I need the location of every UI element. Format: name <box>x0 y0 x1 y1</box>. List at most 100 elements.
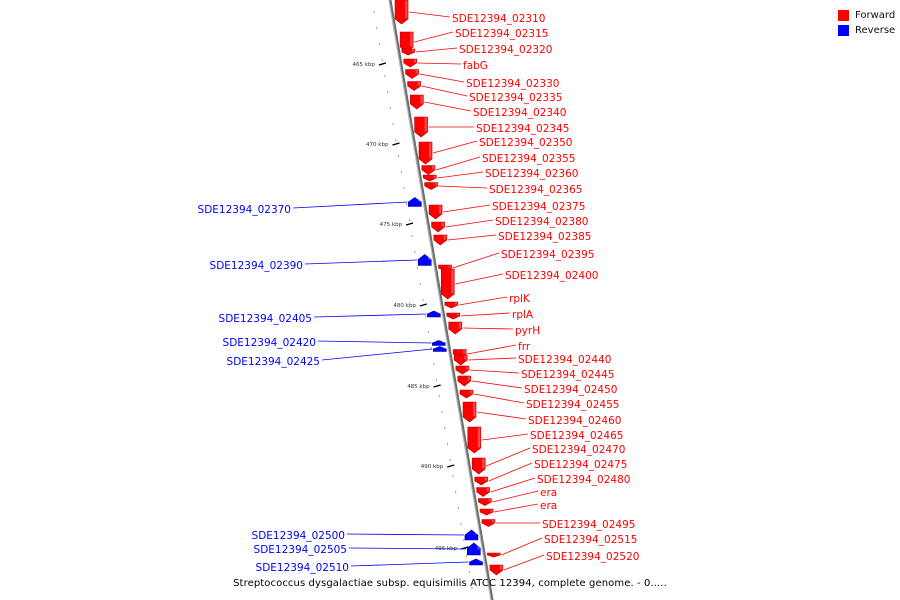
ruler-minor-tick <box>397 155 400 157</box>
gene-feature-forward[interactable] <box>444 301 459 309</box>
gene-feature-forward[interactable] <box>418 141 433 165</box>
gene-label[interactable]: SDE12394_02455 <box>526 399 619 411</box>
gene-label[interactable]: SDE12394_02330 <box>466 78 559 90</box>
gene-feature-forward[interactable] <box>478 498 492 506</box>
gene-label[interactable]: SDE12394_02475 <box>534 459 627 471</box>
gene-label[interactable]: SDE12394_02520 <box>546 551 639 563</box>
gene-feature-forward[interactable] <box>474 476 489 486</box>
ruler-minor-tick <box>436 379 438 381</box>
gene-label[interactable]: SDE12394_02365 <box>489 184 582 196</box>
gene-feature-forward[interactable] <box>394 0 409 25</box>
gene-leader-line <box>442 204 491 213</box>
gene-label[interactable]: SDE12394_02440 <box>518 354 611 366</box>
gene-arrow <box>424 182 438 190</box>
gene-feature-forward[interactable] <box>428 204 443 220</box>
gene-feature-forward[interactable] <box>455 365 470 375</box>
gene-label[interactable]: SDE12394_02310 <box>452 13 545 25</box>
gene-label[interactable]: SDE12394_02495 <box>542 519 635 531</box>
gene-label[interactable]: SDE12394_02450 <box>524 384 617 396</box>
gene-label[interactable]: SDE12394_02405 <box>219 313 312 325</box>
gene-label[interactable]: SDE12394_02345 <box>476 123 569 135</box>
gene-label[interactable]: SDE12394_02510 <box>256 562 349 574</box>
gene-feature-forward[interactable] <box>424 182 438 190</box>
gene-feature-reverse[interactable] <box>432 340 446 346</box>
gene-feature-forward[interactable] <box>467 426 482 454</box>
gene-feature-forward[interactable] <box>471 457 486 475</box>
gene-label[interactable]: SDE12394_02515 <box>544 534 637 546</box>
gene-feature-forward[interactable] <box>459 389 474 399</box>
gene-label[interactable]: SDE12394_02320 <box>459 44 552 56</box>
gene-feature-forward[interactable] <box>421 165 436 175</box>
gene-label[interactable]: SDE12394_02425 <box>227 356 320 368</box>
gene-feature-forward[interactable] <box>487 552 501 558</box>
gene-feature-forward[interactable] <box>414 116 428 138</box>
ruler-minor-tick <box>381 59 383 61</box>
gene-label[interactable]: SDE12394_02315 <box>455 28 548 40</box>
gene-label[interactable]: SDE12394_02480 <box>537 474 630 486</box>
gene-feature-forward[interactable] <box>431 221 445 233</box>
gene-feature-forward[interactable] <box>440 268 455 300</box>
gene-feature-forward[interactable] <box>405 69 419 79</box>
gene-label[interactable]: SDE12394_02470 <box>532 444 625 456</box>
gene-feature-forward[interactable] <box>407 81 421 91</box>
gene-label[interactable]: SDE12394_02335 <box>469 92 562 104</box>
gene-label[interactable]: pyrH <box>515 325 540 337</box>
gene-arrow <box>467 426 482 454</box>
gene-arrow-highlight <box>477 427 481 448</box>
gene-leader-line <box>455 273 504 285</box>
gene-feature-forward[interactable] <box>403 58 418 68</box>
gene-feature-reverse[interactable] <box>427 310 441 318</box>
gene-feature-forward[interactable] <box>433 234 448 246</box>
gene-label[interactable]: SDE12394_02445 <box>521 369 614 381</box>
gene-label[interactable]: SDE12394_02360 <box>485 168 578 180</box>
gene-arrow <box>444 301 459 309</box>
gene-label[interactable]: SDE12394_02370 <box>198 204 291 216</box>
gene-feature-forward[interactable] <box>453 354 468 366</box>
gene-feature-forward[interactable] <box>422 174 437 182</box>
gene-label[interactable]: rplK <box>509 293 531 305</box>
gene-feature-forward[interactable] <box>448 321 463 335</box>
gene-feature-reverse[interactable] <box>469 558 483 566</box>
gene-label[interactable]: SDE12394_02395 <box>501 249 594 261</box>
gene-label[interactable]: SDE12394_02390 <box>210 260 303 272</box>
gene-feature-forward[interactable] <box>479 508 494 516</box>
gene-label[interactable]: SDE12394_02420 <box>223 337 316 349</box>
gene-feature-forward[interactable] <box>462 401 477 423</box>
gene-feature-reverse[interactable] <box>467 542 481 556</box>
gene-arrow-highlight <box>464 355 467 360</box>
gene-feature-reverse[interactable] <box>408 197 422 207</box>
gene-label[interactable]: frr <box>518 341 531 353</box>
gene-arrow <box>403 58 418 68</box>
gene-feature-reverse[interactable] <box>433 346 447 352</box>
gene-feature-forward[interactable] <box>410 94 424 110</box>
gene-label[interactable]: SDE12394_02355 <box>482 153 575 165</box>
gene-label[interactable]: SDE12394_02375 <box>492 201 585 213</box>
gene-label[interactable]: SDE12394_02385 <box>498 231 591 243</box>
gene-label[interactable]: SDE12394_02505 <box>254 544 347 556</box>
gene-feature-forward[interactable] <box>481 519 496 527</box>
gene-feature-forward[interactable] <box>401 48 416 56</box>
gene-label[interactable]: rplA <box>512 309 534 321</box>
gene-label[interactable]: era <box>540 487 557 499</box>
gene-label[interactable]: era <box>540 500 557 512</box>
gene-feature-forward[interactable] <box>476 487 490 497</box>
ruler-tick <box>447 464 455 468</box>
gene-arrow-highlight <box>451 269 454 294</box>
gene-label[interactable]: SDE12394_02465 <box>530 430 623 442</box>
ruler-minor-tick <box>452 475 454 477</box>
gene-label[interactable]: SDE12394_02340 <box>473 107 566 119</box>
gene-feature-forward[interactable] <box>446 312 461 320</box>
ruler-minor-tick <box>463 539 465 541</box>
gene-label[interactable]: SDE12394_02350 <box>479 137 572 149</box>
gene-label[interactable]: SDE12394_02460 <box>528 415 621 427</box>
gene-label[interactable]: SDE12394_02380 <box>495 216 588 228</box>
gene-label[interactable]: SDE12394_02500 <box>252 530 345 542</box>
gene-arrow-highlight <box>467 376 471 381</box>
gene-label[interactable]: SDE12394_02400 <box>505 270 598 282</box>
gene-feature-reverse[interactable] <box>464 529 479 541</box>
ruler-minor-tick <box>455 491 457 493</box>
gene-feature-forward[interactable] <box>457 375 472 387</box>
gene-feature-forward[interactable] <box>489 564 504 576</box>
gene-feature-reverse[interactable] <box>417 254 432 266</box>
gene-label[interactable]: fabG <box>463 60 488 72</box>
